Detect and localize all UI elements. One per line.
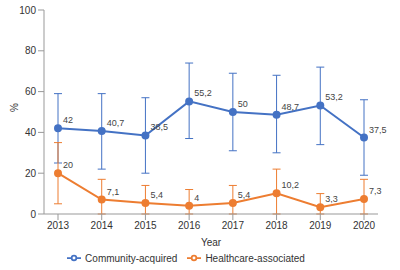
svg-text:0: 0: [30, 209, 36, 220]
svg-text:20: 20: [63, 160, 73, 170]
svg-text:60: 60: [25, 86, 37, 97]
svg-text:2019: 2019: [309, 220, 332, 231]
svg-text:50: 50: [238, 99, 248, 109]
svg-text:40,7: 40,7: [107, 118, 125, 128]
svg-text:5,4: 5,4: [150, 190, 163, 200]
html-text:Community-acquired: Community-acquired: [85, 253, 178, 264]
svg-text:4: 4: [194, 193, 199, 203]
svg-text:10,2: 10,2: [282, 180, 300, 190]
html-text:Healthcare-associated: Healthcare-associated: [205, 253, 305, 264]
svg-text:7,1: 7,1: [107, 187, 120, 197]
svg-text:7,3: 7,3: [369, 186, 382, 196]
svg-text:42: 42: [63, 115, 73, 125]
svg-text:40: 40: [25, 127, 37, 138]
svg-text:%: %: [9, 103, 20, 112]
svg-text:2016: 2016: [178, 220, 201, 231]
svg-text:80: 80: [25, 45, 37, 56]
svg-text:48,7: 48,7: [282, 102, 300, 112]
svg-text:2013: 2013: [47, 220, 70, 231]
svg-text:38,5: 38,5: [150, 122, 168, 132]
svg-text:2017: 2017: [222, 220, 245, 231]
svg-text:Year: Year: [201, 237, 222, 248]
svg-text:2014: 2014: [91, 220, 114, 231]
svg-text:2020: 2020: [353, 220, 376, 231]
svg-text:2015: 2015: [134, 220, 157, 231]
svg-text:20: 20: [25, 168, 37, 179]
svg-text:53,2: 53,2: [325, 92, 343, 102]
svg-text:3,3: 3,3: [325, 194, 338, 204]
svg-text:100: 100: [19, 5, 36, 16]
svg-text:5,4: 5,4: [238, 190, 251, 200]
svg-text:55,2: 55,2: [194, 88, 212, 98]
svg-text:37,5: 37,5: [369, 125, 387, 135]
svg-text:2018: 2018: [265, 220, 288, 231]
